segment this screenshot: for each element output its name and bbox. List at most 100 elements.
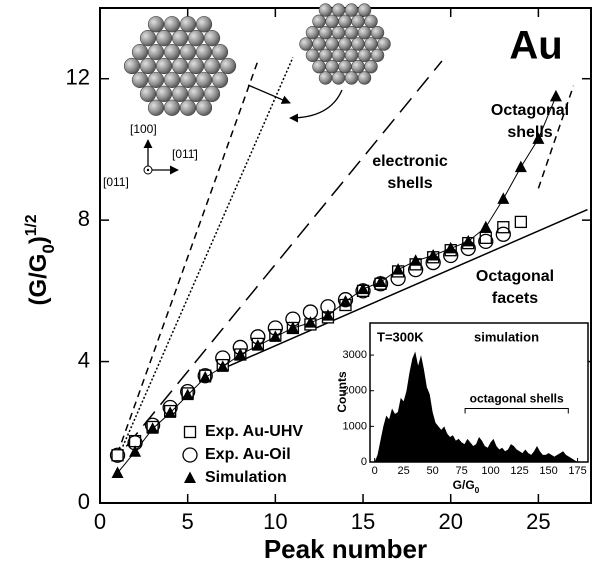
atom <box>331 3 346 17</box>
annotation: electronic <box>372 153 448 170</box>
marker-triangle <box>357 282 370 295</box>
atom <box>299 37 313 51</box>
y-tick-label: 8 <box>78 206 90 231</box>
atom <box>203 85 221 102</box>
x-axis-label: G/G0 <box>453 478 480 495</box>
marker-triangle <box>146 422 159 434</box>
marker-triangle <box>286 321 299 333</box>
atom <box>344 25 359 40</box>
bracket <box>464 408 569 414</box>
atom <box>139 85 157 102</box>
annotation: shells <box>387 175 432 192</box>
marker-triangle <box>514 160 527 173</box>
atom <box>147 16 165 33</box>
atom <box>195 43 213 61</box>
atom <box>163 16 181 33</box>
marker-square <box>183 425 197 439</box>
atom <box>305 48 320 63</box>
atom <box>155 30 173 47</box>
y-tick-label: 0 <box>78 489 90 514</box>
atom <box>171 57 189 75</box>
x-tick-label: 0 <box>372 465 378 477</box>
atom <box>163 99 181 116</box>
label-part: G/G <box>453 478 475 492</box>
marker-triangle <box>216 360 229 372</box>
annotation: [011] <box>103 175 129 189</box>
atom <box>131 43 149 61</box>
atom <box>318 48 333 63</box>
annotation: T=300K <box>377 329 424 344</box>
marker-triangle <box>374 275 387 288</box>
marker-triangle <box>321 309 334 321</box>
atom <box>195 99 213 116</box>
marker-triangle <box>181 388 194 401</box>
atom <box>325 14 339 29</box>
atom <box>195 16 213 33</box>
x-tick-label: 20 <box>438 509 462 534</box>
atom <box>351 59 365 74</box>
arrow <box>247 84 291 104</box>
atom <box>325 59 339 74</box>
marker-circle <box>478 233 494 250</box>
atom <box>364 59 378 74</box>
marker-circle <box>109 447 126 463</box>
y-axis-label: Counts <box>335 371 349 413</box>
marker-triangle <box>129 445 142 457</box>
atom <box>318 71 333 85</box>
atom <box>305 25 320 40</box>
marker-triangle <box>549 89 562 102</box>
atom <box>219 57 237 75</box>
x-tick-label: 5 <box>182 509 194 534</box>
marker-triangle <box>164 406 177 418</box>
annotation: Au <box>509 24 562 68</box>
atom <box>131 71 149 89</box>
x-tick-label: 10 <box>263 509 287 534</box>
y-tick-label: 3000 <box>343 349 367 361</box>
atom <box>147 99 165 116</box>
marker-circle <box>182 447 198 463</box>
legend-label: Exp. Au-UHV <box>205 423 303 440</box>
marker-triangle <box>234 348 247 360</box>
x-tick-label: 15 <box>351 509 375 534</box>
y-tick-label: 2000 <box>343 385 367 397</box>
x-tick-label: 0 <box>94 509 106 534</box>
guide-line <box>116 60 259 454</box>
marker-triangle <box>444 241 457 254</box>
x-tick-label: 100 <box>481 465 499 477</box>
marker-triangle <box>392 263 405 275</box>
atom <box>147 71 165 89</box>
x-tick-label: 150 <box>539 465 557 477</box>
atom <box>187 85 205 102</box>
annotation: Octagonal <box>491 102 569 119</box>
atom <box>179 71 197 89</box>
atom <box>370 48 385 63</box>
guide-line <box>537 85 575 189</box>
atom <box>171 85 189 102</box>
marker-triangle <box>269 330 282 342</box>
atom <box>312 59 326 74</box>
atom <box>351 37 365 51</box>
atom <box>331 48 346 63</box>
atom <box>179 99 197 116</box>
marker-triangle <box>462 234 475 247</box>
marker-circle <box>337 292 354 308</box>
atom <box>211 43 229 61</box>
atom <box>351 14 365 29</box>
guide-line <box>122 57 294 447</box>
marker-triangle <box>304 316 317 328</box>
marker-triangle <box>532 132 545 144</box>
atom <box>155 57 173 75</box>
atom <box>139 30 157 47</box>
atom <box>203 57 221 75</box>
marker-square <box>514 215 528 229</box>
legend-label: Exp. Au-Oil <box>205 446 291 463</box>
y-tick-label: 4 <box>78 347 90 372</box>
x-tick-label: 75 <box>455 465 467 477</box>
marker-triangle <box>184 471 196 483</box>
label-part: ) <box>25 236 52 244</box>
atom <box>331 71 346 85</box>
atom <box>211 71 229 89</box>
annotation: [100] <box>130 122 157 136</box>
guide-line <box>222 208 588 370</box>
